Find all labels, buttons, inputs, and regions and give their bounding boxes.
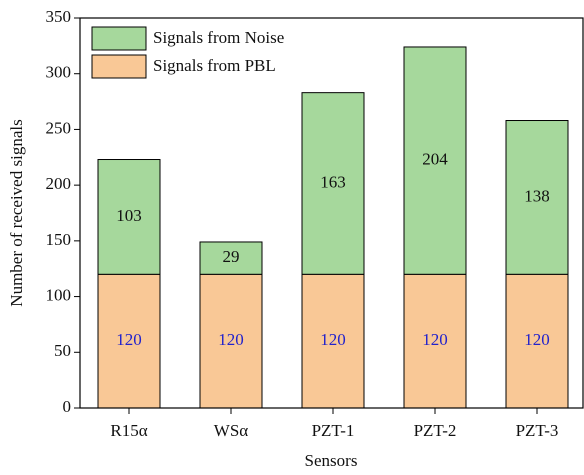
x-tick-label: WSα <box>214 421 249 440</box>
legend-label: Signals from PBL <box>153 56 276 75</box>
value-label: 120 <box>422 330 448 349</box>
y-tick-label: 150 <box>46 230 72 249</box>
value-label: 138 <box>524 186 550 205</box>
bar-segment <box>97 159 161 275</box>
y-tick-label: 50 <box>54 341 71 360</box>
value-label: 29 <box>223 247 240 266</box>
x-tick-label: PZT-3 <box>516 421 559 440</box>
y-tick-label: 250 <box>46 118 72 137</box>
plot-frame <box>79 17 584 409</box>
legend-label: Signals from Noise <box>153 28 284 47</box>
legend-swatch <box>91 54 147 79</box>
y-tick-label: 0 <box>63 397 72 416</box>
y-tick-label: 200 <box>46 174 72 193</box>
value-label: 120 <box>320 330 346 349</box>
bar-segment <box>403 46 467 275</box>
value-label: 163 <box>320 172 346 191</box>
y-tick-label: 350 <box>46 7 72 26</box>
y-axis-title: Number of received signals <box>7 119 26 306</box>
bar-segment <box>301 92 365 275</box>
value-label: 204 <box>422 150 448 169</box>
bar-segment <box>505 120 569 275</box>
legend-swatch <box>91 26 147 51</box>
y-tick-label: 300 <box>46 63 72 82</box>
value-label: 120 <box>524 330 550 349</box>
x-axis-title: Sensors <box>305 451 358 470</box>
bar-segment <box>199 241 263 275</box>
bar-segment <box>97 273 161 409</box>
y-tick-label: 100 <box>46 285 72 304</box>
value-label: 103 <box>116 206 142 225</box>
value-label: 120 <box>116 330 142 349</box>
x-tick-label: PZT-2 <box>414 421 457 440</box>
bar-segment <box>301 273 365 409</box>
value-label: 120 <box>218 330 244 349</box>
x-tick-label: R15α <box>110 421 147 440</box>
x-tick-label: PZT-1 <box>312 421 355 440</box>
